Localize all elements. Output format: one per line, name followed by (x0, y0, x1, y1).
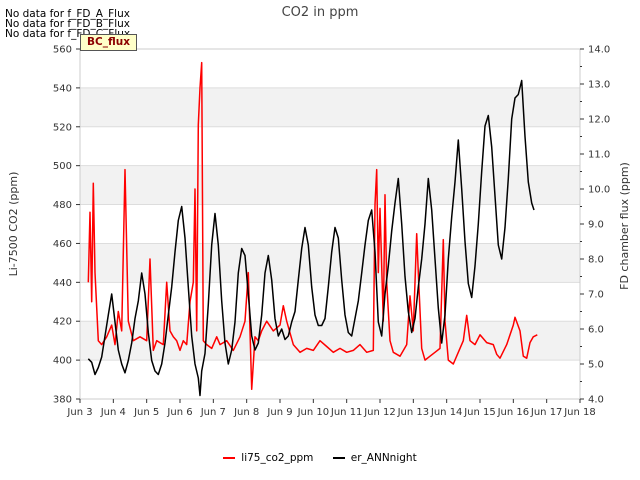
x-axis-ticks: Jun 3 Jun 4 Jun 5 Jun 6 Jun 7 Jun 8 Jun 9 Jun 1… (66, 399, 596, 418)
x-tick-label: Jun 18 (563, 407, 596, 418)
y-left-tick-label: 440 (53, 278, 72, 289)
x-tick-label: Jun 17 (530, 407, 563, 418)
y-axis-right-ticks: 4.0 5.0 6.0 7.0 8.0 9.0 10.0 11.0 12.0 13.0 14.0 (580, 45, 610, 406)
background-band (80, 165, 580, 205)
background-band (80, 87, 580, 127)
legend-swatch-er-annnight (332, 457, 345, 459)
y-axis-left-ticks: 380 400 420 440 460 480 500 520 540 560 (53, 45, 80, 406)
y-right-tick-label: 14.0 (588, 45, 610, 56)
legend: li75_co2_ppm er_ANNnight (0, 452, 640, 464)
x-tick-label: Jun 8 (233, 407, 259, 418)
legend-label-li75: li75_co2_ppm (241, 452, 314, 464)
y-left-tick-label: 380 (53, 395, 72, 406)
x-tick-label: Jun 12 (363, 407, 396, 418)
y-axis-right-label: FD chamber flux (ppm) (618, 162, 631, 290)
x-tick-label: Jun 9 (266, 407, 292, 418)
series-lines (87, 61, 538, 397)
x-tick-label: Jun 7 (200, 407, 226, 418)
no-data-note-b: No data for f_FD_B_Flux (5, 18, 130, 30)
legend-item-li75: li75_co2_ppm (223, 452, 313, 464)
x-tick-label: Jun 10 (297, 407, 330, 418)
y-left-tick-label: 460 (53, 239, 72, 250)
y-right-tick-label: 11.0 (588, 150, 610, 161)
x-tick-label: Jun 14 (430, 407, 463, 418)
x-tick-label: Jun 15 (463, 407, 496, 418)
y-right-tick-label: 8.0 (588, 255, 604, 266)
y-left-tick-label: 520 (53, 122, 72, 133)
x-tick-label: Jun 6 (166, 407, 192, 418)
x-tick-label: Jun 16 (497, 407, 530, 418)
y-left-tick-label: 480 (53, 200, 72, 211)
x-tick-label: Jun 3 (66, 407, 92, 418)
x-tick-label: Jun 4 (100, 407, 126, 418)
y-right-tick-label: 12.0 (588, 115, 610, 126)
series-line-li75_co2_ppm (87, 61, 538, 391)
y-right-tick-label: 4.0 (588, 395, 604, 406)
legend-label-er-annnight: er_ANNnight (350, 452, 417, 464)
y-left-tick-label: 400 (53, 356, 72, 367)
background-band (80, 321, 580, 361)
y-right-tick-label: 9.0 (588, 220, 604, 231)
y-left-tick-label: 540 (53, 83, 72, 94)
y-right-tick-label: 7.0 (588, 290, 604, 301)
y-left-tick-label: 560 (53, 45, 72, 56)
y-right-tick-label: 13.0 (588, 80, 610, 91)
y-left-tick-label: 500 (53, 161, 72, 172)
legend-swatch-li75 (223, 457, 236, 459)
x-tick-label: Jun 13 (397, 407, 430, 418)
chart-title: CO2 in ppm (282, 5, 359, 20)
x-tick-label: Jun 5 (133, 407, 159, 418)
y-axis-left-label: Li-7500 CO2 (ppm) (7, 172, 20, 277)
x-tick-label: Jun 11 (330, 407, 363, 418)
legend-item-er-annnight: er_ANNnight (332, 452, 417, 464)
series-line-er_ANNnight (87, 79, 535, 397)
bc-flux-badge: BC_flux (80, 34, 137, 51)
no-data-note-a: No data for f_FD_A_Flux (5, 8, 130, 20)
y-right-tick-label: 6.0 (588, 325, 604, 336)
y-left-tick-label: 420 (53, 317, 72, 328)
y-right-tick-label: 10.0 (588, 185, 610, 196)
y-right-tick-label: 5.0 (588, 360, 604, 371)
